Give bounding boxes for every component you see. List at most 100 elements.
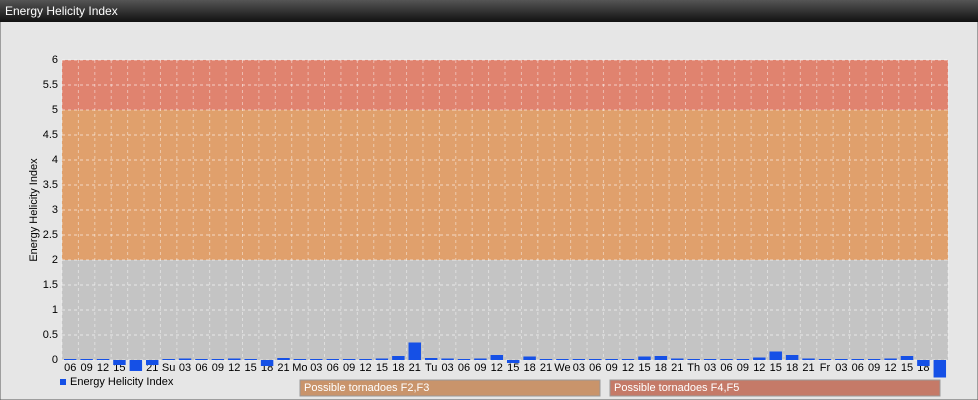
x-tick-label: 15 — [376, 362, 388, 374]
bar — [260, 360, 274, 366]
x-tick-label: 12 — [491, 362, 503, 374]
bar — [556, 359, 569, 360]
x-tick-label: 03 — [573, 362, 585, 374]
bar — [539, 359, 553, 360]
bar — [589, 359, 602, 360]
x-tick-label: 12 — [884, 362, 896, 374]
y-tick-label: 2 — [52, 254, 58, 266]
bar — [178, 358, 192, 360]
bar — [424, 358, 438, 360]
bar — [736, 359, 750, 360]
x-tick-label: 18 — [523, 362, 535, 374]
bar — [96, 359, 110, 360]
legend-label: Energy Helicity Index — [70, 376, 174, 388]
bar — [490, 355, 504, 360]
x-tick-label: 03 — [704, 362, 716, 374]
x-tick-label: 03 — [179, 362, 191, 374]
y-tick-label: 2.5 — [43, 229, 58, 241]
bar — [654, 356, 668, 360]
x-tick-label: 15 — [901, 362, 913, 374]
x-tick-label: 09 — [606, 362, 618, 374]
x-tick-label: 21 — [409, 362, 421, 374]
x-tick-label: 06 — [458, 362, 470, 374]
bar — [933, 360, 947, 378]
bar — [867, 359, 881, 360]
bar — [917, 360, 930, 366]
x-tick-label: 09 — [474, 362, 486, 374]
bar — [63, 359, 77, 360]
y-axis-label: Energy Helicity Index — [28, 158, 40, 262]
x-tick-label: 09 — [868, 362, 880, 374]
x-tick-label: 09 — [737, 362, 749, 374]
x-tick-label: 06 — [720, 362, 732, 374]
bar — [129, 360, 143, 371]
bar — [310, 359, 323, 360]
bar — [375, 358, 389, 360]
bar — [293, 359, 307, 360]
band-legend-box — [299, 379, 601, 397]
bar — [621, 359, 635, 360]
bar — [392, 356, 405, 360]
bar — [753, 357, 766, 360]
x-tick-label: We — [554, 362, 570, 374]
bar — [244, 359, 257, 360]
y-tick-label: 1 — [52, 304, 58, 316]
x-tick-label: 06 — [327, 362, 339, 374]
bar — [342, 359, 356, 360]
bar — [162, 359, 175, 360]
bar — [506, 360, 520, 363]
x-tick-label: 09 — [212, 362, 224, 374]
x-tick-label: Tu — [425, 362, 437, 374]
bar — [228, 358, 241, 360]
band-legend-label: Possible tornadoes F2,F3 — [304, 382, 429, 394]
bar — [802, 358, 815, 360]
bar — [523, 356, 536, 360]
x-tick-label: Mo — [292, 362, 307, 374]
bar — [818, 359, 832, 360]
bar — [326, 359, 339, 360]
y-tick-label: 4 — [52, 154, 58, 166]
y-tick-label: 4.5 — [43, 129, 58, 141]
x-tick-label: 12 — [97, 362, 109, 374]
bar — [195, 359, 208, 360]
x-tick-label: 12 — [753, 362, 765, 374]
x-tick-label: 21 — [277, 362, 289, 374]
bar — [474, 358, 487, 360]
x-tick-label: Fr — [820, 362, 831, 374]
band-legend-label: Possible tornadoes F4,F5 — [614, 382, 739, 394]
bar — [277, 358, 290, 360]
x-tick-label: Su — [162, 362, 175, 374]
x-tick-label: 09 — [80, 362, 92, 374]
x-tick-label: 06 — [195, 362, 207, 374]
x-tick-label: 18 — [655, 362, 667, 374]
bar — [785, 355, 799, 360]
x-tick-label: 15 — [507, 362, 519, 374]
x-tick-label: 21 — [671, 362, 683, 374]
bar — [687, 359, 700, 360]
header-bar — [0, 0, 978, 22]
bar — [703, 359, 717, 360]
x-tick-label: 18 — [392, 362, 404, 374]
y-tick-label: 3 — [52, 204, 58, 216]
bar — [80, 359, 93, 360]
y-tick-label: 1.5 — [43, 279, 58, 291]
bar — [851, 359, 864, 360]
bar — [720, 359, 733, 360]
x-tick-label: 15 — [638, 362, 650, 374]
x-tick-label: 21 — [540, 362, 552, 374]
bar — [457, 359, 471, 360]
x-tick-label: Th — [687, 362, 700, 374]
y-tick-label: 0 — [52, 354, 58, 366]
bar — [211, 359, 225, 360]
y-tick-label: 5 — [52, 104, 58, 116]
y-tick-label: 5.5 — [43, 79, 58, 91]
x-tick-label: 06 — [64, 362, 76, 374]
bar — [900, 356, 914, 360]
bar — [769, 351, 782, 360]
x-tick-label: 12 — [622, 362, 634, 374]
x-tick-label: 15 — [245, 362, 257, 374]
bar — [884, 358, 897, 360]
bar — [359, 359, 372, 360]
y-tick-label: 6 — [52, 54, 58, 66]
bar — [146, 360, 159, 365]
